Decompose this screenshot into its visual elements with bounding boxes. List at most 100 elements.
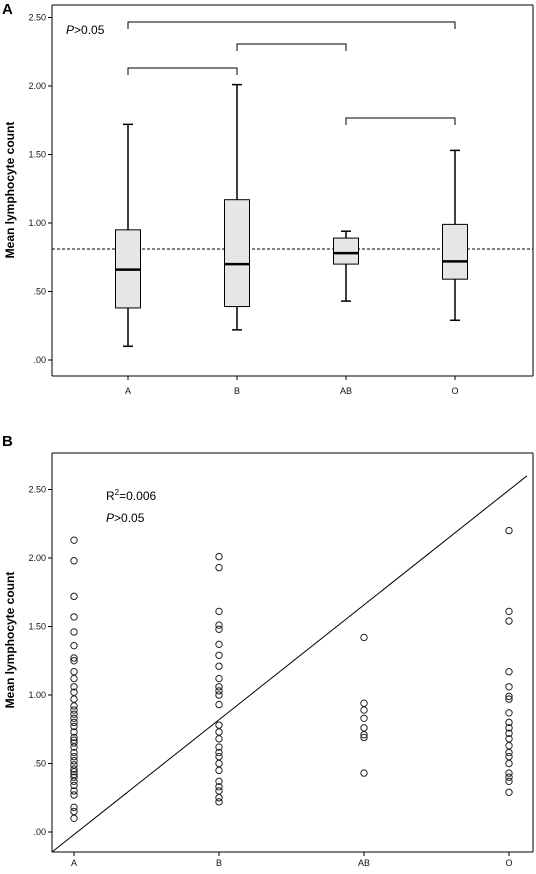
panel-a-y-axis-label: Mean lymphocyte count [3, 122, 17, 259]
panel-b-point-b [215, 552, 223, 561]
panel-b-point-a [70, 814, 78, 822]
panel-b-point-a [70, 706, 78, 714]
panel-b-x-tick-label: A [71, 858, 77, 868]
panel-b-p-threshold: >0.05 [114, 511, 145, 525]
panel-b-axes [48, 452, 534, 856]
panel-b-point-b [215, 662, 223, 670]
panel-b-point-b [215, 735, 223, 743]
panel-b-y-tick-label: .50 [33, 759, 46, 769]
panel-b-point-ab [360, 731, 368, 739]
panel-a-axes [48, 4, 534, 380]
panel-b-point-ab [360, 733, 368, 742]
panel-a-box-b [224, 83, 250, 331]
panel-b-p-value: P>0.05 [106, 511, 145, 525]
panel-b-point-a [70, 710, 78, 718]
panel-b-point-a [70, 557, 78, 565]
panel-b-point-ab [360, 714, 368, 722]
panel-a-y-tick-label: 1.50 [28, 150, 46, 160]
panel-b-y-tick-label: 2.50 [28, 485, 46, 495]
panel-b-point-a [70, 733, 78, 742]
panel-b-point-a [70, 781, 78, 790]
panel-a-bracket-a-o [127, 21, 456, 29]
panel-b-point-a [70, 739, 78, 747]
panel-b-y-tick-label: 1.50 [28, 622, 46, 632]
panel-b-point-o [505, 724, 513, 732]
panel-b-point-a [70, 803, 78, 812]
panel-b-point-b [215, 651, 223, 659]
panel-b-point-o [505, 773, 513, 781]
panel-b-point-b [215, 743, 223, 751]
panel-b-point-b [215, 674, 223, 683]
panel-b-point-a [70, 752, 78, 761]
panel-b-point-o [505, 692, 513, 701]
panel-b-point-a [70, 536, 78, 544]
panel-a-box-ab [333, 230, 359, 302]
panel-b-point-o [505, 769, 513, 777]
panel-b-point-b [215, 625, 223, 633]
panel-b-point-a [70, 728, 78, 736]
panel-b-y-tick-label: 1.00 [28, 690, 46, 700]
panel-b-point-b [215, 621, 223, 629]
panel-b-point-o [505, 759, 513, 768]
panel-b-point-a [70, 722, 78, 731]
panel-b-point-a [70, 768, 78, 776]
panel-b-point-a [70, 787, 78, 795]
panel-a-bracket-a-b [127, 67, 238, 75]
panel-b-point-o [505, 788, 513, 796]
panel-b-regression-line [51, 475, 528, 853]
panel-b-point-a [70, 683, 78, 691]
panel-b-fit-line [51, 475, 528, 853]
panel-b-point-b [215, 766, 223, 775]
panel-b-point-b [215, 748, 223, 757]
panel-b-point-o [505, 695, 513, 703]
panel-b-point-b [215, 794, 223, 802]
panel-b-point-ab [360, 769, 368, 777]
panel-b-point-b [215, 687, 223, 695]
panel-b-point-o [505, 748, 513, 757]
panel-b-r-squared: R2=0.006 [106, 488, 156, 503]
panel-a-x-tick-label: B [234, 386, 240, 396]
panel-b-point-o [505, 617, 513, 625]
panel-b-point-a [70, 641, 78, 650]
panel-b-point-a [70, 628, 78, 636]
panel-b-point-b [215, 700, 223, 709]
panel-b-point-ab [360, 633, 368, 642]
panel-b-r-superscript: 2 [115, 488, 120, 497]
panel-b-y-axis-label: Mean lymphocyte count [3, 572, 17, 709]
panel-a-p-threshold: >0.05 [74, 23, 105, 37]
panel-b-point-a [70, 714, 78, 722]
panel-b-point-o [505, 718, 513, 727]
panel-a-box-a [115, 123, 141, 348]
panel-b-point-a [70, 654, 78, 662]
panel-b-point-a [70, 674, 78, 683]
panel-b-point-b [215, 683, 223, 691]
panel-a-y-tick-label: 2.50 [28, 13, 46, 23]
panel-b-tick-labels: .00.501.001.502.002.50A B AB O [28, 485, 512, 869]
panel-b-point-b [215, 691, 223, 699]
panel-b-point-a [70, 791, 78, 799]
panel-b-x-tick-label: O [505, 858, 512, 868]
panel-b-point-a [70, 657, 78, 665]
panel-b-point-o [505, 777, 513, 786]
panel-b-p-symbol: P [106, 511, 114, 525]
panel-b-point-a [70, 592, 78, 601]
panel-a-y-tick-label: 1.00 [28, 218, 46, 228]
panel-b-point-o [505, 709, 513, 717]
panel-a-y-tick-label: .00 [33, 355, 46, 365]
panel-b-scatter: B Mean lymphocyte count R2=0.006 P>0.05 … [2, 433, 534, 869]
panel-a-bracket-b-ab [236, 43, 347, 51]
panel-a-box-o [442, 149, 468, 322]
panel-a-bracket-ab-o [345, 117, 456, 125]
panel-b-x-tick-label: AB [358, 858, 370, 868]
panel-b-point-a [70, 613, 78, 621]
panel-b-y-tick-label: .00 [33, 827, 46, 837]
panel-b-point-b [215, 777, 223, 786]
panel-a-comparison-brackets [127, 21, 456, 125]
panel-b-y-tick-label: 2.00 [28, 553, 46, 563]
panel-b-point-a [70, 702, 78, 710]
panel-b-point-b [215, 783, 223, 791]
panel-a-tick-labels: .00.501.001.502.002.50A B AB O [28, 13, 458, 397]
panel-a-boxplot: A Mean lymphocyte count P>0.05 .00 .50 1.0… [2, 1, 534, 397]
panel-a-p-symbol: P [66, 23, 74, 37]
